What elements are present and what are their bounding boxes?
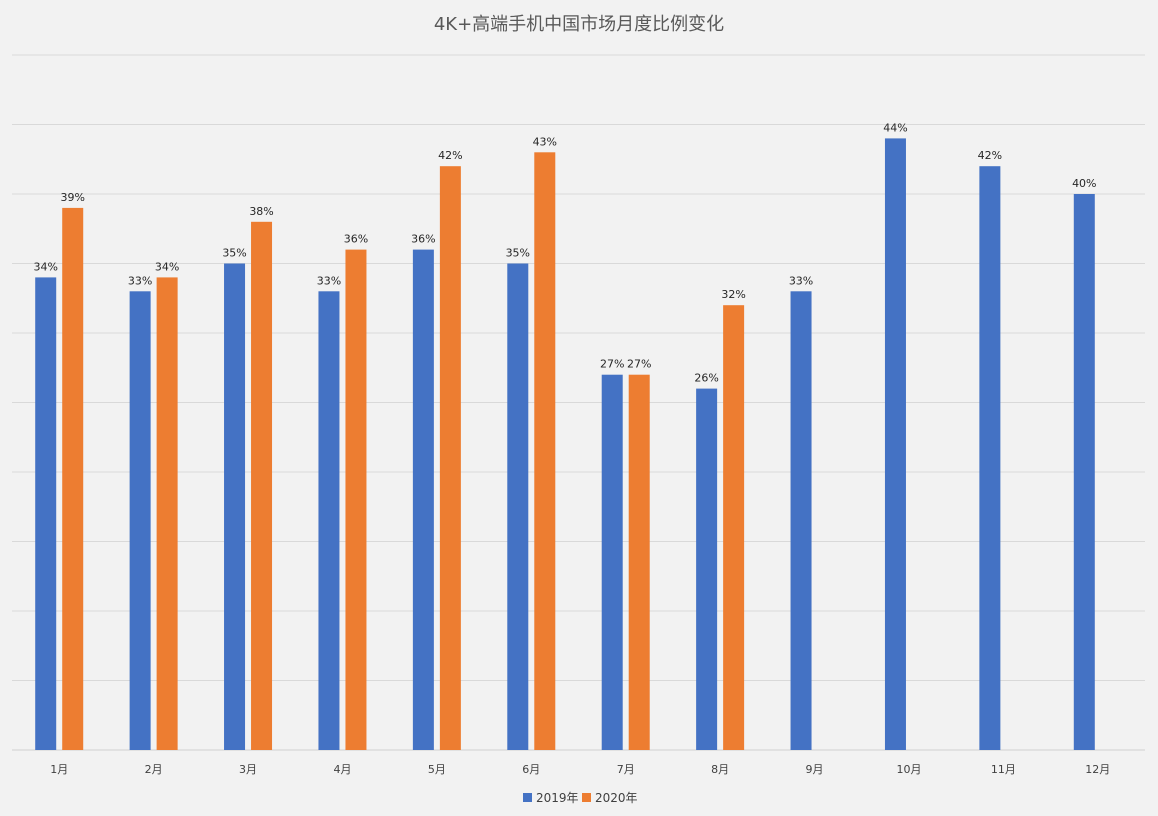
bar-series-1 — [156, 277, 178, 750]
bar-series-0 — [412, 249, 434, 750]
x-tick-label: 12月 — [1085, 763, 1110, 776]
data-label: 26% — [694, 372, 718, 385]
bar-series-1 — [723, 305, 745, 750]
data-label: 32% — [721, 288, 745, 301]
data-label: 44% — [883, 121, 907, 134]
data-label: 33% — [128, 274, 152, 287]
x-tick-label: 3月 — [239, 763, 257, 776]
bars — [35, 138, 1095, 751]
bar-series-1 — [62, 207, 84, 750]
bar-series-0 — [1073, 194, 1095, 750]
bar-series-0 — [696, 388, 718, 750]
bar-series-1 — [534, 152, 556, 751]
legend-entry-1: 2020年 — [595, 791, 638, 805]
data-label: 34% — [33, 260, 57, 273]
x-tick-label: 7月 — [617, 763, 635, 776]
legend-swatch-0 — [523, 793, 532, 802]
data-labels: 34%39%33%34%35%38%33%36% 36%42%35%43%27% 2… — [33, 121, 1096, 384]
data-label: 27% — [600, 358, 624, 371]
legend-swatch-1 — [582, 793, 591, 802]
bar-series-0 — [224, 263, 246, 750]
bar-series-1 — [628, 374, 650, 750]
data-label: 38% — [249, 205, 273, 218]
data-label: 36% — [411, 233, 435, 246]
bar-series-0 — [507, 263, 529, 750]
data-label: 33% — [789, 274, 813, 287]
x-tick-label: 4月 — [333, 763, 351, 776]
bar-series-1 — [345, 249, 367, 750]
x-tick-label: 1月 — [50, 763, 68, 776]
bar-series-1 — [439, 166, 461, 750]
x-tick-label: 5月 — [428, 763, 446, 776]
bar-series-0 — [979, 166, 1001, 750]
data-label: 42% — [438, 149, 462, 162]
bar-series-1 — [251, 221, 273, 751]
data-label: 40% — [1072, 177, 1096, 190]
bar-series-0 — [601, 374, 623, 750]
data-label: 43% — [533, 135, 557, 148]
x-tick-label: 11月 — [991, 763, 1016, 776]
data-label: 35% — [222, 247, 246, 260]
x-tick-label: 6月 — [522, 763, 540, 776]
data-label: 35% — [506, 247, 530, 260]
gridlines — [12, 54, 1145, 751]
x-tick-label: 10月 — [896, 763, 921, 776]
data-label: 42% — [978, 149, 1002, 162]
x-tick-label: 9月 — [806, 763, 824, 776]
x-tick-label: 2月 — [145, 763, 163, 776]
bar-series-0 — [318, 291, 340, 750]
legend: 2019年 2020年 — [523, 791, 638, 805]
data-label: 33% — [317, 274, 341, 287]
bar-series-0 — [129, 291, 151, 750]
legend-entry-0: 2019年 — [536, 791, 579, 805]
chart-title: 4K+高端手机中国市场月度比例变化 — [434, 14, 724, 35]
x-tick-labels: 1月 2月 3月 4月 5月 6月 7月 8月 9月 10月 11月 12月 — [50, 763, 1110, 776]
bar-series-0 — [35, 277, 57, 750]
data-label: 27% — [627, 358, 651, 371]
data-label: 34% — [155, 260, 179, 273]
x-tick-label: 8月 — [711, 763, 729, 776]
bar-series-0 — [790, 291, 812, 750]
data-label: 36% — [344, 233, 368, 246]
bar-series-0 — [884, 138, 906, 750]
data-label: 39% — [60, 191, 84, 204]
